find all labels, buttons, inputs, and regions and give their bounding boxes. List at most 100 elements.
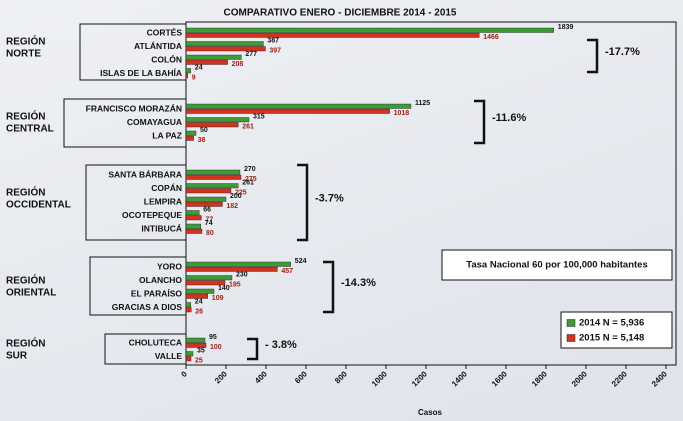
value-label: 25: [195, 357, 203, 364]
category-label: COPÁN: [151, 183, 182, 193]
bar: [185, 122, 239, 128]
value-label: 275: [245, 176, 257, 183]
category-label: FRANCISCO MORAZÁN: [86, 103, 182, 113]
region-label: NORTE: [6, 49, 41, 60]
x-axis-label: Casos: [418, 408, 443, 417]
value-label: 315: [253, 113, 265, 120]
legend: [560, 311, 673, 349]
bracket: [297, 163, 309, 242]
category-label: SANTA BÁRBARA: [108, 169, 182, 179]
region-label: REGIÓN: [6, 110, 45, 123]
bar: [185, 356, 192, 362]
bar: [185, 266, 278, 272]
bracket: [587, 38, 599, 74]
bar: [185, 54, 242, 60]
region-label: OCCIDENTAL: [6, 200, 71, 211]
category-label: CORTÉS: [147, 27, 183, 37]
value-label: 95: [209, 334, 217, 341]
category-label: CHOLUTECA: [129, 337, 182, 347]
region-label: REGIÓN: [6, 186, 45, 199]
x-tick-label: 1800: [530, 369, 549, 388]
region-box: [89, 256, 187, 316]
x-tick-label: 600: [293, 369, 309, 385]
bar: [185, 135, 194, 141]
region-label: REGIÓN: [6, 35, 45, 48]
bracket: [474, 99, 486, 145]
bar: [185, 59, 228, 65]
category-label: YORO: [157, 261, 182, 271]
value-label: 270: [244, 166, 256, 173]
legend-label: 2015 N = 5,148: [579, 333, 644, 344]
annotation-box: [441, 249, 673, 281]
x-tick-label: 2000: [570, 369, 589, 388]
bar: [185, 174, 242, 180]
bar: [185, 117, 250, 123]
value-label: 1125: [415, 100, 430, 107]
value-label: 261: [242, 179, 254, 186]
value-label: 24: [195, 64, 203, 71]
category-label: INTIBUCÁ: [141, 223, 182, 233]
bar: [185, 280, 226, 286]
bar: [185, 103, 412, 109]
value-label: 1466: [483, 34, 499, 41]
x-tick-label: 0: [179, 369, 189, 379]
region-change: -11.6%: [492, 112, 526, 124]
value-label: 277: [245, 51, 257, 58]
value-label: 9: [192, 74, 196, 81]
legend-swatch: [566, 319, 576, 327]
region-change: -17.7%: [605, 46, 640, 58]
bar: [185, 183, 239, 189]
bar: [185, 228, 203, 234]
category-label: EL PARAÍSO: [131, 288, 183, 298]
category-label: OCOTEPEQUE: [122, 210, 182, 220]
value-label: 74: [205, 220, 213, 227]
value-label: 524: [295, 258, 307, 265]
region-box: [79, 23, 187, 81]
region-change: -14.3%: [341, 277, 376, 289]
x-tick-label: 800: [333, 369, 349, 385]
value-label: 140: [218, 285, 230, 292]
bar: [185, 130, 197, 136]
bar: [185, 261, 292, 267]
x-tick-label: 1200: [410, 369, 429, 388]
value-label: 66: [203, 206, 211, 213]
x-tick-label: 1400: [450, 369, 469, 388]
bar: [185, 307, 192, 313]
bar: [185, 41, 264, 47]
bar: [185, 288, 215, 294]
value-label: 80: [206, 230, 214, 237]
value-label: 195: [229, 281, 241, 288]
bar: [185, 108, 390, 114]
annotation: Tasa Nacional 60 por 100,000 habitantes: [466, 260, 647, 271]
x-tick-label: 1000: [370, 369, 389, 388]
value-label: 225: [235, 189, 247, 196]
bar: [185, 293, 208, 299]
region-change: -3.7%: [315, 192, 344, 204]
category-label: OLANCHO: [139, 275, 182, 285]
legend-label: 2014 N = 5,936: [579, 318, 644, 329]
value-label: 38: [198, 137, 206, 144]
value-label: 208: [232, 61, 244, 68]
bar: [185, 215, 202, 221]
x-tick-label: 1600: [490, 369, 509, 388]
value-label: 397: [269, 47, 281, 54]
value-label: 50: [200, 127, 208, 134]
x-tick-label: 200: [213, 369, 229, 385]
category-label: ISLAS DE LA BAHÍA: [100, 68, 182, 78]
bar: [185, 351, 194, 357]
bar: [185, 73, 188, 79]
chart-title: COMPARATIVO ENERO - DICIEMBRE 2014 - 201…: [223, 8, 456, 19]
x-tick-label: 2400: [650, 369, 669, 388]
value-label: 77: [205, 216, 213, 223]
value-label: 109: [212, 295, 224, 302]
category-label: LA PAZ: [152, 130, 182, 140]
x-tick-label: 2200: [610, 369, 629, 388]
category-label: ATLÁNTIDA: [134, 41, 182, 51]
bar: [185, 68, 192, 74]
region-label: CENTRAL: [6, 124, 54, 135]
bar: [185, 201, 223, 207]
bar: [185, 342, 207, 348]
bar: [185, 196, 227, 202]
value-label: 35: [197, 347, 205, 354]
value-label: 26: [195, 308, 203, 315]
